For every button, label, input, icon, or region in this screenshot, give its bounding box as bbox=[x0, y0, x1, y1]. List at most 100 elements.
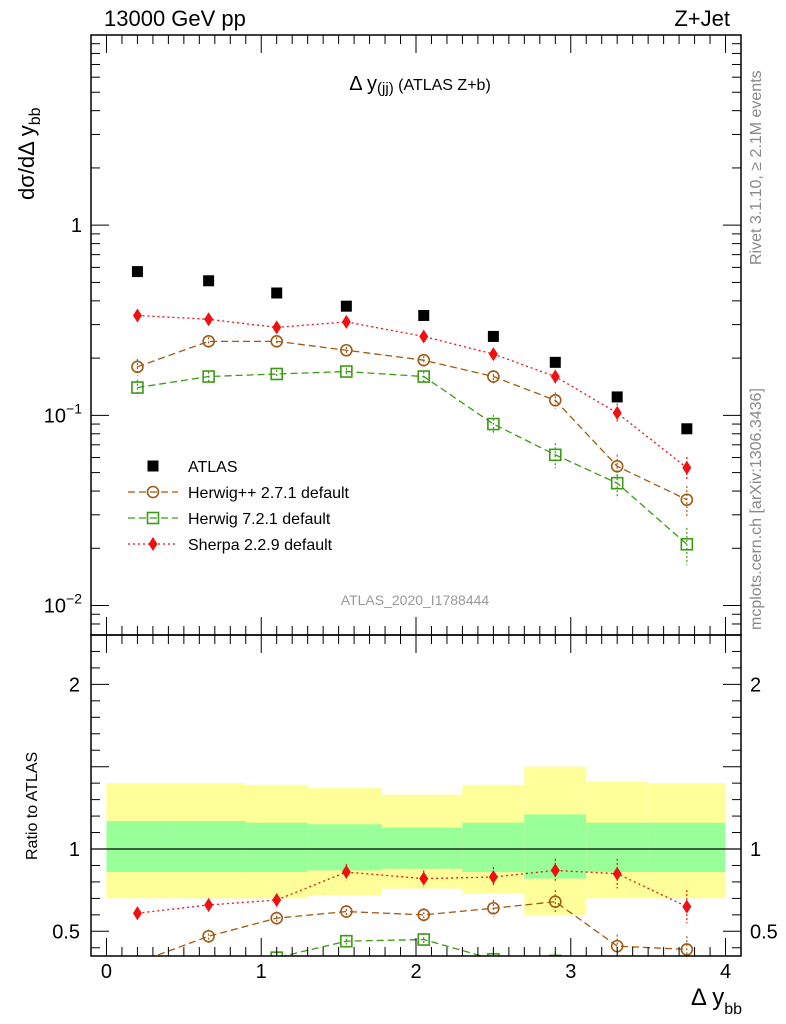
data-point bbox=[417, 370, 431, 383]
uncertainty-band-inner bbox=[171, 821, 246, 873]
x-tick-label: 2 bbox=[410, 961, 421, 983]
ratio-series-line-2 bbox=[280, 938, 485, 956]
uncertainty-band-inner bbox=[245, 822, 308, 873]
legend: ATLAS Herwig++ 2.7.1 default Herwig 7.2.1 … bbox=[128, 459, 350, 554]
ratio-point bbox=[488, 869, 498, 884]
ratio-y-tick-label-right: 0.5 bbox=[750, 921, 778, 943]
data-point bbox=[340, 365, 353, 378]
ratio-frame bbox=[90, 634, 742, 957]
ratio-point bbox=[341, 865, 351, 880]
legend-label: Herwig++ 2.7.1 default bbox=[188, 485, 350, 502]
data-point bbox=[131, 266, 143, 278]
analysis-watermark: ATLAS_2020_I1788444 bbox=[341, 592, 490, 608]
ratio-point bbox=[202, 929, 215, 943]
ratio-point bbox=[417, 933, 431, 946]
series-line-3 bbox=[137, 314, 688, 469]
data-point bbox=[203, 275, 215, 287]
ratio-y-tick-label-right: 2 bbox=[750, 674, 761, 696]
ratio-y-tick-label: 0.5 bbox=[52, 921, 80, 943]
ratio-y-tick-label: 2 bbox=[69, 674, 80, 696]
uncertainty-band-inner bbox=[462, 822, 525, 873]
data-point bbox=[548, 448, 562, 462]
data-point bbox=[681, 423, 693, 435]
ratio-point bbox=[272, 893, 282, 908]
ratio-point bbox=[681, 969, 692, 980]
uncertainty-band-inner bbox=[381, 827, 463, 869]
legend-label: ATLAS bbox=[188, 459, 238, 476]
main-panel: Δ y(jj) (ATLAS Z+b) ATLAS_2020_I1788444 … bbox=[14, 34, 742, 636]
data-point bbox=[202, 370, 215, 383]
ratio-point bbox=[419, 871, 429, 886]
data-point bbox=[488, 347, 498, 362]
legend-marker bbox=[148, 537, 158, 551]
data-point bbox=[341, 314, 351, 329]
data-point bbox=[131, 360, 144, 374]
ratio-point bbox=[132, 957, 143, 968]
uncertainty-band-inner bbox=[648, 822, 726, 873]
data-point bbox=[202, 335, 215, 348]
data-point bbox=[270, 335, 284, 348]
data-point bbox=[418, 310, 430, 322]
data-point bbox=[340, 343, 353, 357]
data-point bbox=[270, 367, 284, 381]
data-point bbox=[487, 370, 500, 383]
ratio-point bbox=[548, 954, 562, 956]
ratio-point bbox=[612, 959, 623, 970]
ratio-point bbox=[548, 895, 562, 908]
ratio-y-tick-label: 1 bbox=[69, 839, 80, 861]
ratio-y-tick-label-right: 1 bbox=[750, 839, 761, 861]
ratio-point bbox=[612, 866, 622, 881]
data-point bbox=[272, 320, 282, 335]
legend-label: Herwig 7.2.1 default bbox=[188, 511, 331, 528]
uncertainty-band-inner bbox=[106, 821, 172, 873]
ratio-point bbox=[132, 906, 142, 921]
data-point bbox=[271, 287, 283, 299]
ratio-point bbox=[487, 901, 500, 915]
ratio-point bbox=[270, 911, 284, 925]
x-tick-label: 0 bbox=[101, 961, 112, 983]
legend-marker bbox=[146, 485, 160, 499]
uncertainty-band-inner bbox=[307, 824, 382, 871]
data-point bbox=[682, 460, 692, 475]
ratio-point bbox=[340, 934, 353, 948]
ratio-point bbox=[680, 943, 694, 956]
mcplots-label: mcplots.cern.ch [arXiv:1306.3436] bbox=[748, 388, 765, 630]
ratio-y-axis-label: Ratio to ATLAS bbox=[24, 752, 41, 860]
data-point bbox=[340, 300, 352, 312]
ratio-series-line-1 bbox=[153, 901, 687, 956]
data-point bbox=[611, 391, 623, 403]
data-point bbox=[680, 537, 694, 551]
ratio-point bbox=[204, 897, 214, 912]
rivet-version-label: Rivet 3.1.10, ≥ 2.1M events bbox=[748, 70, 765, 265]
y-tick-label: 10−2 bbox=[44, 591, 82, 618]
ratio-point bbox=[550, 863, 560, 878]
main-title: Δ y(jj) (ATLAS Z+b) bbox=[349, 73, 491, 97]
ratio-point bbox=[417, 908, 431, 922]
data-point bbox=[610, 476, 624, 490]
y-tick-label: 1 bbox=[71, 215, 82, 237]
ratio-point bbox=[203, 960, 214, 971]
data-point bbox=[550, 369, 560, 384]
ratio-point bbox=[682, 899, 692, 914]
y-tick-label: 10−1 bbox=[44, 400, 82, 427]
x-axis-label: Δ ybb bbox=[691, 984, 742, 1018]
data-point bbox=[487, 417, 500, 431]
legend-marker bbox=[146, 511, 160, 525]
data-point bbox=[132, 308, 142, 323]
x-tick-label: 3 bbox=[565, 961, 576, 983]
data-point bbox=[548, 394, 562, 407]
data-point bbox=[417, 353, 431, 367]
process-label: Z+Jet bbox=[674, 6, 730, 31]
main-y-axis-label: dσ/dΔ ybb bbox=[14, 107, 44, 200]
ratio-series-line-3 bbox=[137, 869, 688, 914]
data-point bbox=[204, 312, 214, 327]
data-point bbox=[680, 493, 694, 507]
data-point bbox=[612, 405, 622, 420]
x-tick-label: 1 bbox=[256, 961, 267, 983]
ratio-point bbox=[132, 967, 143, 978]
ratio-point bbox=[340, 905, 353, 918]
data-point bbox=[549, 356, 561, 368]
collision-label: 13000 GeV pp bbox=[104, 6, 246, 31]
ratio-panel: Ratio to ATLAS Δ ybb 0.5 0.5 1 1 2 2 0 1 2 3 4 bbox=[24, 634, 778, 1018]
